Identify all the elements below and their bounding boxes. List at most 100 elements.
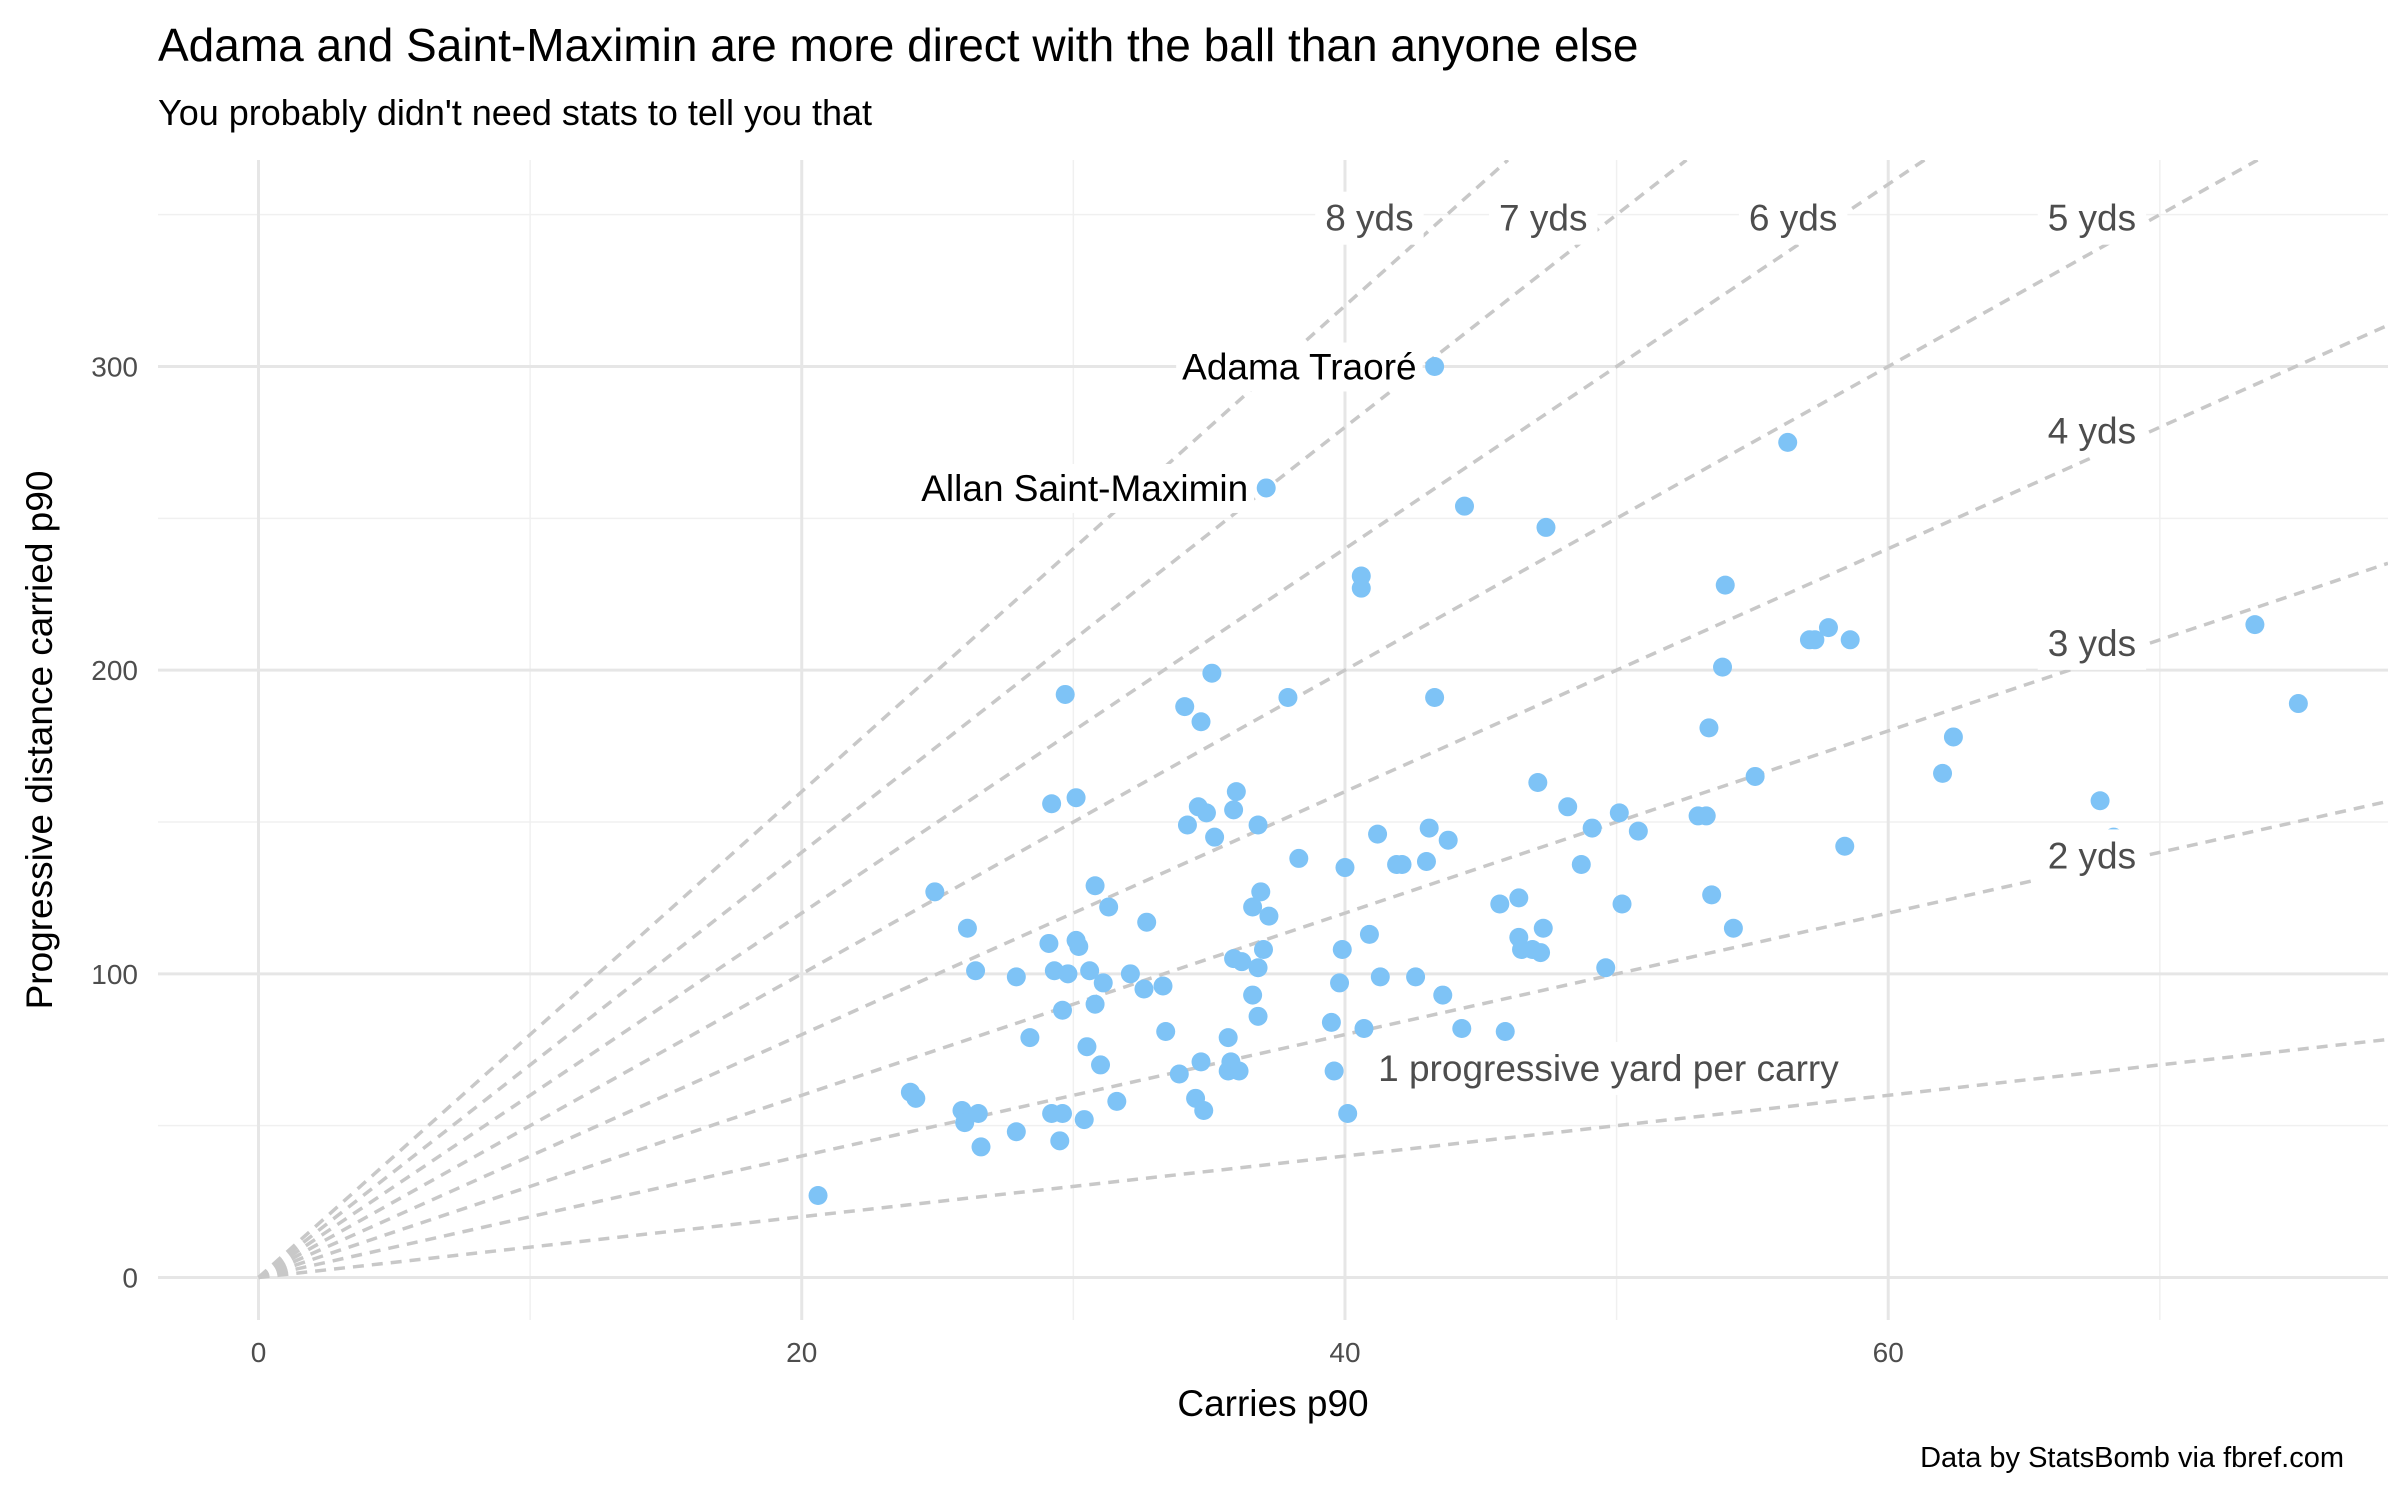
data-point bbox=[1531, 943, 1551, 963]
data-point bbox=[1406, 967, 1426, 987]
y-tick-label: 300 bbox=[91, 351, 138, 382]
data-point bbox=[1039, 933, 1059, 953]
reference-label-background bbox=[2037, 191, 2147, 245]
data-point bbox=[1416, 851, 1436, 871]
data-point bbox=[1612, 894, 1632, 914]
y-tick-label: 200 bbox=[91, 655, 138, 686]
data-point bbox=[1805, 630, 1825, 650]
reference-line bbox=[258, 799, 2388, 1280]
data-point bbox=[971, 1137, 991, 1157]
data-point bbox=[2288, 694, 2308, 714]
data-point bbox=[1224, 800, 1244, 820]
data-source-caption: Data by StatsBomb via fbref.com bbox=[1920, 1442, 2344, 1474]
data-point bbox=[1933, 763, 1953, 783]
data-point bbox=[1528, 773, 1548, 793]
chart-subtitle: You probably didn't need stats to tell y… bbox=[158, 92, 873, 133]
data-points bbox=[808, 356, 2308, 1205]
data-point bbox=[1058, 964, 1078, 984]
reference-line bbox=[257, 160, 1688, 1279]
data-point bbox=[1840, 630, 1860, 650]
data-point bbox=[1042, 794, 1062, 814]
data-point bbox=[1052, 1000, 1072, 1020]
data-point bbox=[1256, 478, 1276, 498]
data-point bbox=[1425, 356, 1445, 376]
reference-line bbox=[257, 323, 2388, 1280]
reference-line bbox=[257, 160, 2259, 1280]
data-point bbox=[1243, 897, 1263, 917]
data-point bbox=[1278, 687, 1298, 707]
data-point bbox=[906, 1088, 926, 1108]
data-point bbox=[1696, 806, 1716, 826]
data-point bbox=[1259, 906, 1279, 926]
data-point bbox=[1080, 961, 1100, 981]
player-label: Allan Saint-Maximin bbox=[921, 468, 1248, 509]
reference-label: 2 yds bbox=[2048, 835, 2136, 876]
reference-label-background bbox=[2037, 829, 2147, 883]
reference-label-background bbox=[2037, 616, 2147, 670]
reference-label: 3 yds bbox=[2048, 623, 2136, 664]
player-labels: Adama Traoré Allan Saint-Maximin bbox=[915, 342, 1423, 513]
data-point bbox=[1351, 566, 1371, 586]
data-point bbox=[1120, 964, 1140, 984]
data-point bbox=[955, 1113, 975, 1133]
data-point bbox=[925, 882, 945, 902]
data-point bbox=[1628, 821, 1648, 841]
data-point bbox=[1330, 973, 1350, 993]
data-point bbox=[1558, 797, 1578, 817]
data-point bbox=[966, 961, 986, 981]
data-point bbox=[1354, 1018, 1374, 1038]
data-point bbox=[1169, 1064, 1189, 1084]
reference-label-background bbox=[1315, 191, 1424, 245]
chart-title: Adama and Saint-Maximin are more direct … bbox=[158, 19, 1639, 71]
y-axis-ticks: 0 100 200 300 bbox=[91, 351, 138, 1293]
data-point bbox=[1321, 1012, 1341, 1032]
data-point bbox=[1433, 985, 1453, 1005]
reference-label-background bbox=[2037, 404, 2147, 458]
data-point bbox=[1077, 1037, 1097, 1057]
data-point bbox=[1609, 803, 1629, 823]
data-point bbox=[2245, 615, 2265, 635]
data-point bbox=[1490, 894, 1510, 914]
data-point bbox=[1745, 766, 1765, 786]
data-point bbox=[1425, 687, 1445, 707]
y-axis-title: Progressive distance carried p90 bbox=[19, 471, 60, 1010]
reference-line bbox=[257, 160, 1510, 1279]
x-tick-label: 60 bbox=[1873, 1337, 1904, 1368]
data-point bbox=[1943, 727, 1963, 747]
data-point bbox=[1177, 815, 1197, 835]
data-point bbox=[1226, 782, 1246, 802]
data-point bbox=[1052, 1104, 1072, 1124]
data-point bbox=[1248, 815, 1268, 835]
data-point bbox=[1324, 1061, 1344, 1081]
data-point bbox=[1251, 882, 1271, 902]
data-point bbox=[1153, 976, 1173, 996]
player-label: Adama Traoré bbox=[1182, 346, 1416, 387]
y-tick-label: 100 bbox=[91, 959, 138, 990]
reference-label: 5 yds bbox=[2048, 198, 2136, 239]
data-point bbox=[1571, 855, 1591, 875]
data-point bbox=[1069, 936, 1089, 956]
reference-label: 6 yds bbox=[1749, 198, 1837, 239]
x-tick-label: 0 bbox=[251, 1337, 267, 1368]
data-point bbox=[1191, 712, 1211, 732]
data-point bbox=[2090, 791, 2110, 811]
data-point bbox=[1107, 1091, 1127, 1111]
x-tick-label: 20 bbox=[786, 1337, 817, 1368]
data-point bbox=[1099, 897, 1119, 917]
data-point bbox=[1596, 958, 1616, 978]
data-point bbox=[1020, 1028, 1040, 1048]
data-point bbox=[1050, 1131, 1070, 1151]
data-point bbox=[808, 1185, 828, 1205]
reference-line bbox=[257, 561, 2388, 1280]
data-point bbox=[1074, 1110, 1094, 1130]
data-point bbox=[1715, 575, 1735, 595]
data-point bbox=[1248, 958, 1268, 978]
data-point bbox=[1438, 830, 1458, 850]
data-point bbox=[1191, 1052, 1211, 1072]
data-point bbox=[1205, 827, 1225, 847]
reference-label: 7 yds bbox=[1499, 198, 1587, 239]
x-axis-title: Carries p90 bbox=[1177, 1383, 1368, 1424]
data-point bbox=[1175, 697, 1195, 717]
data-point bbox=[1006, 967, 1026, 987]
